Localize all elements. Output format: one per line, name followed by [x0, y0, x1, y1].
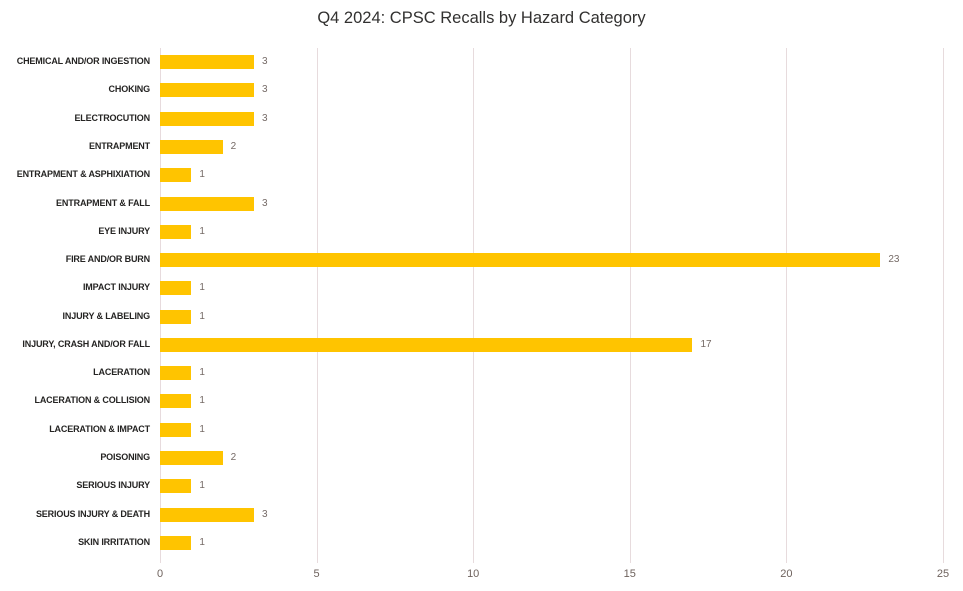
- x-axis-tick: [316, 557, 318, 563]
- value-label: 1: [199, 169, 205, 181]
- x-axis-tick: [786, 557, 788, 563]
- value-label: 1: [199, 423, 205, 435]
- category-label: SKIN IRRITATION: [78, 536, 150, 547]
- x-axis-tick-label: 20: [780, 568, 793, 580]
- bar[interactable]: [160, 309, 192, 324]
- x-axis-tick-label: 10: [467, 568, 480, 580]
- category-label: INJURY, CRASH AND/OR FALL: [22, 338, 150, 349]
- bar[interactable]: [160, 422, 192, 437]
- value-label: 1: [199, 282, 205, 294]
- gridline: [160, 48, 161, 557]
- x-axis-tick: [943, 557, 944, 563]
- bar[interactable]: [160, 281, 192, 296]
- value-label: 1: [199, 367, 205, 379]
- category-label: FIRE AND/OR BURN: [65, 254, 150, 265]
- bar[interactable]: [160, 196, 254, 211]
- value-label: 1: [199, 395, 205, 407]
- value-label: 3: [261, 508, 268, 520]
- x-axis-tick: [473, 557, 475, 563]
- category-label: ENTRAPMENT: [89, 140, 150, 151]
- bar[interactable]: [160, 55, 254, 70]
- x-axis-tick-label: 0: [156, 568, 164, 580]
- x-axis-tick: [160, 557, 161, 563]
- bar[interactable]: [160, 253, 881, 268]
- category-label: INJURY & LABELING: [62, 310, 151, 321]
- gridline: [629, 48, 631, 557]
- category-label: LACERATION & COLLISION: [34, 395, 150, 406]
- x-axis-tick-label: 5: [313, 568, 320, 580]
- bar[interactable]: [160, 366, 192, 381]
- gridline: [473, 48, 475, 557]
- value-label: 3: [261, 197, 268, 209]
- bar[interactable]: [160, 451, 223, 466]
- value-label: 1: [199, 536, 205, 548]
- category-label: ENTRAPMENT & FALL: [56, 197, 150, 208]
- bar[interactable]: [160, 394, 192, 409]
- bar[interactable]: [160, 535, 192, 550]
- category-label: POISONING: [100, 452, 150, 463]
- category-label: LACERATION: [93, 367, 150, 378]
- value-label: 3: [261, 112, 268, 124]
- category-label: IMPACT INJURY: [82, 282, 150, 293]
- gridline: [786, 48, 788, 557]
- value-label: 2: [230, 140, 237, 152]
- gridline: [943, 48, 944, 557]
- bar[interactable]: [160, 479, 192, 494]
- bar[interactable]: [160, 168, 192, 183]
- bar[interactable]: [160, 111, 254, 126]
- value-label: 1: [199, 225, 205, 237]
- value-label: 3: [261, 84, 268, 96]
- bar[interactable]: [160, 337, 693, 352]
- bar[interactable]: [160, 224, 192, 239]
- x-axis-tick-label: 15: [623, 568, 636, 580]
- category-label: ELECTROCUTION: [74, 112, 150, 123]
- category-label: CHEMICAL AND/OR INGESTION: [16, 56, 150, 67]
- gridline: [316, 48, 318, 557]
- category-label: ENTRAPMENT & ASPHIXIATION: [16, 169, 150, 180]
- category-label: LACERATION & IMPACT: [49, 423, 150, 434]
- chart-title: Q4 2024: CPSC Recalls by Hazard Category: [317, 9, 646, 27]
- category-label: SERIOUS INJURY & DEATH: [35, 508, 150, 519]
- category-label: EYE INJURY: [98, 225, 150, 236]
- category-label: SERIOUS INJURY: [76, 480, 150, 491]
- value-label: 3: [261, 56, 268, 68]
- category-label: CHOKING: [108, 84, 151, 95]
- bar[interactable]: [160, 507, 254, 522]
- value-label: 1: [199, 480, 205, 492]
- x-axis-tick: [629, 557, 631, 563]
- value-label: 23: [888, 254, 900, 266]
- bar[interactable]: [160, 83, 254, 98]
- bar[interactable]: [160, 139, 223, 154]
- value-label: 1: [199, 310, 205, 322]
- value-label: 2: [230, 452, 237, 464]
- x-axis-tick-label: 25: [936, 568, 950, 580]
- value-label: 17: [700, 338, 712, 350]
